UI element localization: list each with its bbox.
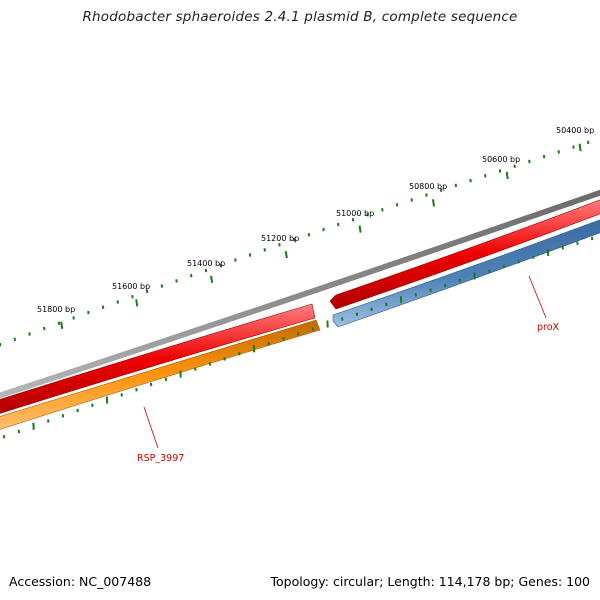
gene-label-prox: proX — [537, 322, 560, 333]
reverse-cds-rsp-3997 — [0, 319, 321, 430]
plasmid-backbone — [0, 189, 600, 399]
topology-summary: Topology: circular; Length: 114,178 bp; … — [270, 574, 591, 589]
major-tick — [284, 250, 288, 259]
minor-ticks — [0, 140, 590, 347]
tick-label: 50800 bp — [409, 182, 447, 191]
tick-label: 51400 bp — [187, 259, 225, 268]
major-ticks — [60, 143, 582, 329]
major-tick — [210, 275, 214, 283]
rsp-3997-leader-line — [143, 406, 159, 449]
accession-text: Accession: NC_007488 — [9, 574, 152, 589]
tick-label: 51800 bp — [37, 305, 75, 314]
forward-cds-left — [0, 303, 316, 414]
tick-ring: 50400 bp 50600 bp 50800 bp 51000 bp 5120… — [0, 126, 594, 347]
prox-leader-line — [528, 275, 547, 319]
major-tick — [135, 299, 139, 307]
tick-label: 50600 bp — [482, 155, 520, 164]
tick-label: 50400 bp — [556, 126, 594, 135]
tick-label: 51200 bp — [261, 234, 299, 243]
reverse-cds-prox — [332, 219, 600, 328]
major-tick — [505, 171, 509, 180]
forward-cds-right — [329, 199, 600, 310]
major-tick — [432, 199, 435, 207]
major-tick — [358, 225, 362, 233]
tick-label: 51000 bp — [336, 209, 374, 218]
gene-label-rsp-3997: RSP_3997 — [137, 453, 184, 464]
map-title: Rhodobacter sphaeroides 2.4.1 plasmid B,… — [82, 9, 518, 25]
major-tick — [578, 143, 582, 152]
major-tick — [60, 321, 64, 329]
tick-label: 51600 bp — [112, 282, 150, 291]
inner-tick-ring — [3, 236, 594, 439]
